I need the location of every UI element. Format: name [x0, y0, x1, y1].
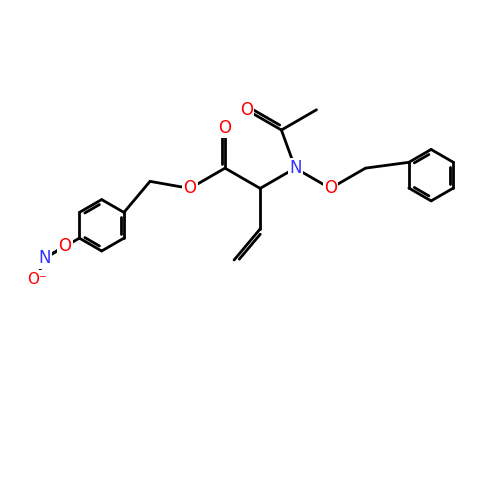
- Text: N: N: [289, 159, 302, 177]
- Text: N: N: [38, 250, 50, 268]
- Text: O: O: [324, 180, 337, 198]
- Text: O: O: [184, 180, 196, 198]
- Text: O⁻: O⁻: [27, 272, 47, 286]
- Text: O: O: [240, 101, 253, 119]
- Text: O: O: [218, 118, 232, 136]
- Text: O: O: [58, 237, 71, 255]
